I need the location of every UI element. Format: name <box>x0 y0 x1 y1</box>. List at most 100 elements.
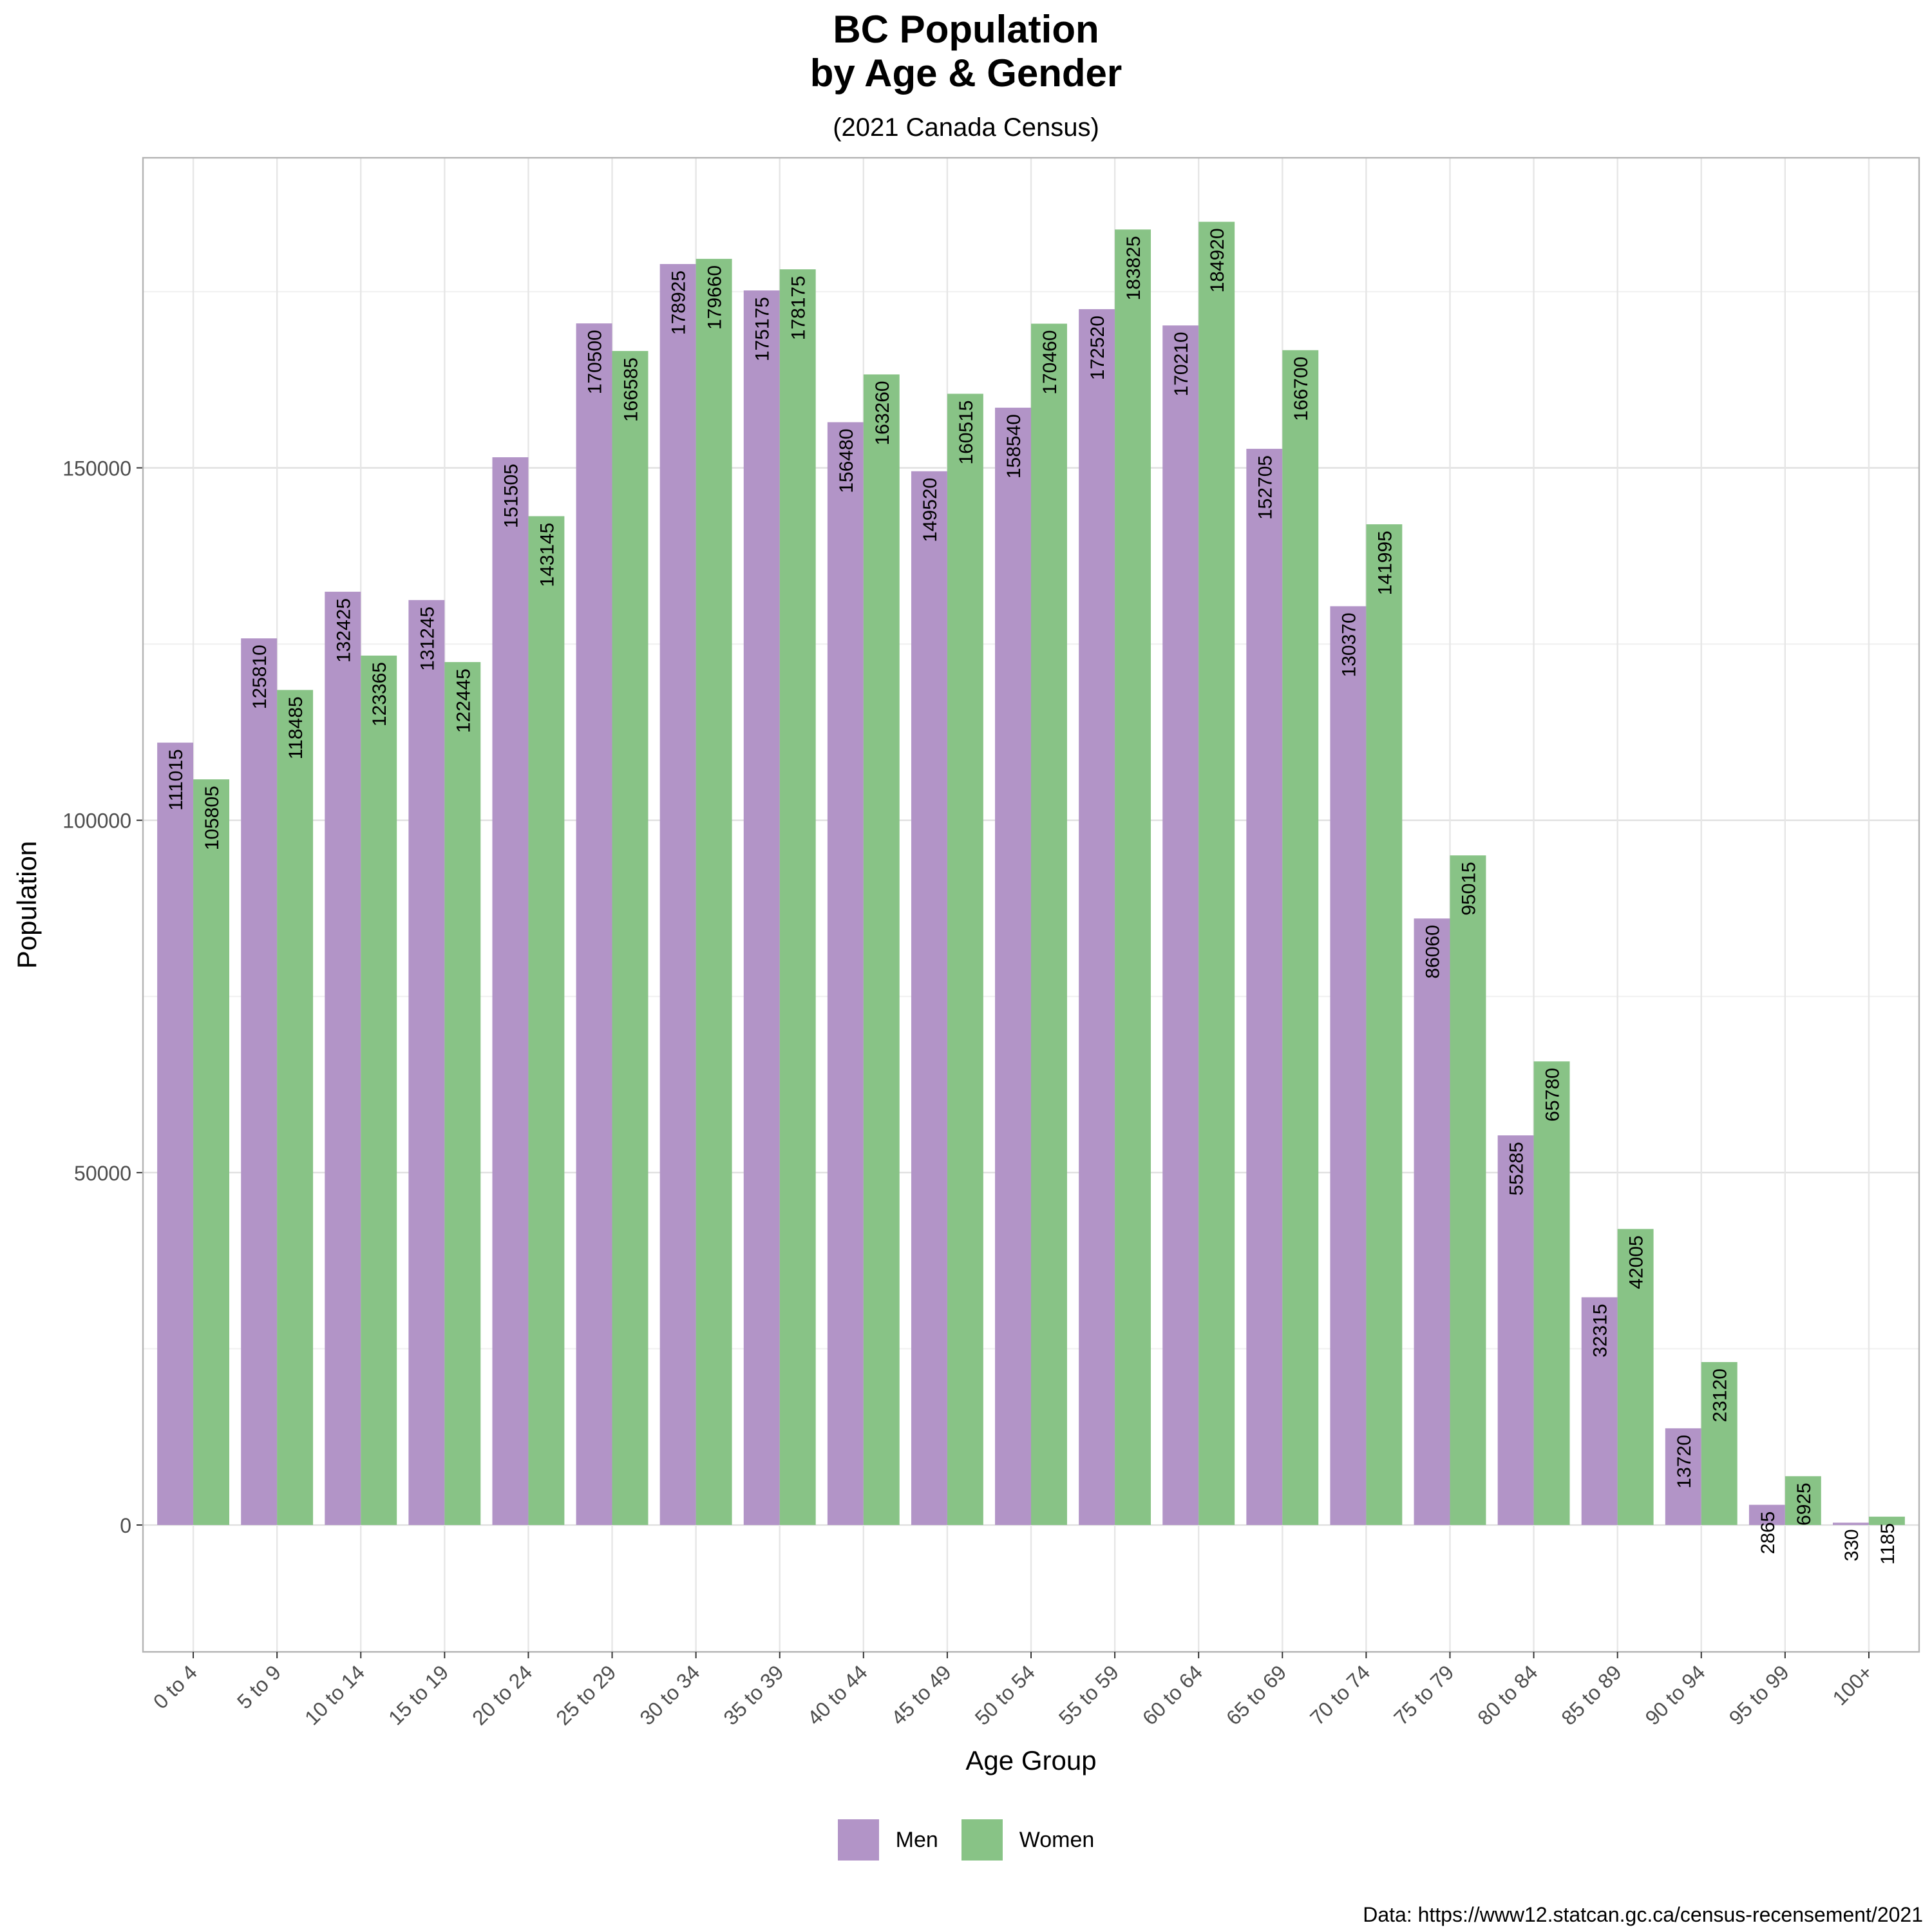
bar-women <box>1282 350 1319 1526</box>
y-tick-label: 150000 <box>62 457 131 480</box>
bar-men <box>1246 448 1283 1526</box>
x-tick-label: 75 to 79 <box>1389 1660 1458 1729</box>
bar-men <box>1665 1428 1701 1526</box>
y-tick-label: 0 <box>120 1514 131 1537</box>
bar-women <box>1868 1517 1905 1526</box>
data-label-women: 123365 <box>369 662 390 726</box>
data-label-men: 2865 <box>1757 1511 1779 1555</box>
data-label-women: 160515 <box>956 400 977 464</box>
bar-women <box>361 655 397 1526</box>
data-label-women: 1185 <box>1877 1523 1899 1565</box>
bar-chart: 0 50000 100000 150000 111015 125810 132425 1312… <box>12 156 1920 1776</box>
data-label-men: 170500 <box>585 330 606 394</box>
data-label-women: 122445 <box>453 668 474 733</box>
legend-key-women <box>961 1819 1003 1861</box>
x-tick-label: 55 to 59 <box>1054 1660 1123 1729</box>
bar-women <box>277 690 314 1526</box>
x-tick-label: 65 to 69 <box>1222 1660 1291 1729</box>
data-label-men: 111015 <box>166 749 187 811</box>
bar-men <box>325 591 361 1526</box>
bar-women <box>863 374 900 1526</box>
y-tick-label: 50000 <box>74 1162 131 1185</box>
data-label-women: 179660 <box>705 265 726 330</box>
data-source-note: Data: https://www12.statcan.gc.ca/census… <box>1363 1903 1923 1926</box>
data-label-men: 178925 <box>668 270 690 335</box>
data-label-women: 141995 <box>1374 531 1396 595</box>
bar-men <box>1079 309 1115 1526</box>
bar-women <box>1450 855 1486 1526</box>
bar-men <box>1581 1297 1618 1526</box>
bar-men <box>157 743 194 1526</box>
x-tick-label: 45 to 49 <box>887 1660 956 1729</box>
x-tick-label: 25 to 29 <box>551 1660 620 1729</box>
bar-women <box>779 269 816 1526</box>
bar-women <box>193 779 229 1526</box>
title-line-1: BC Population <box>833 8 1099 51</box>
bar-men <box>659 263 696 1526</box>
data-label-women: 143145 <box>536 523 558 587</box>
data-label-men: 125810 <box>249 645 270 709</box>
bar-women <box>1031 323 1067 1526</box>
data-label-women: 166700 <box>1291 357 1312 421</box>
data-label-women: 183825 <box>1123 236 1144 300</box>
legend: Men Women <box>0 1819 1932 1861</box>
data-label-men: 156480 <box>836 429 857 493</box>
bar-men <box>408 600 445 1526</box>
bar-men <box>995 408 1031 1526</box>
data-label-men: 151505 <box>500 464 522 528</box>
data-label-men: 86060 <box>1423 925 1444 978</box>
x-tick-label: 20 to 24 <box>468 1660 536 1729</box>
data-label-men: 55285 <box>1506 1142 1528 1195</box>
bar-women <box>1617 1229 1654 1526</box>
x-tick-label: 30 to 34 <box>635 1660 704 1729</box>
bar-women <box>1115 229 1151 1526</box>
data-label-women: 118485 <box>285 696 307 759</box>
x-tick-label: 70 to 74 <box>1305 1660 1374 1729</box>
data-label-women: 178175 <box>788 276 810 340</box>
data-label-men: 130370 <box>1338 612 1359 677</box>
bar-men <box>827 422 864 1526</box>
data-label-women: 95015 <box>1458 862 1479 915</box>
bar-women <box>696 258 732 1526</box>
legend-item-men: Men <box>837 1819 938 1861</box>
data-label-men: 13720 <box>1674 1435 1695 1488</box>
bar-men <box>1748 1504 1785 1526</box>
legend-label-men: Men <box>895 1827 938 1852</box>
legend-key-men <box>837 1819 879 1861</box>
data-label-men: 152705 <box>1255 455 1276 520</box>
x-tick-label: 50 to 54 <box>971 1660 1039 1729</box>
x-axis-title: Age Group <box>965 1745 1096 1776</box>
bar-women <box>444 662 481 1526</box>
x-tick-label: 60 to 64 <box>1138 1660 1207 1729</box>
x-tick-label: 5 to 9 <box>232 1660 285 1713</box>
chart-subtitle: (2021 Canada Census) <box>833 113 1099 142</box>
legend-label-women: Women <box>1019 1827 1095 1852</box>
bar-men <box>1497 1135 1534 1526</box>
data-label-men: 132425 <box>333 598 354 663</box>
data-label-women: 184920 <box>1207 228 1228 292</box>
title-line-2: by Age & Gender <box>810 52 1122 95</box>
bar-women <box>947 393 983 1526</box>
data-label-men: 170210 <box>1171 332 1192 396</box>
bar-women <box>612 351 649 1526</box>
x-tick-label: 15 to 19 <box>384 1660 453 1729</box>
data-label-women: 6925 <box>1794 1482 1815 1526</box>
data-label-women: 166585 <box>620 357 641 422</box>
bar-women <box>1533 1061 1570 1526</box>
data-label-women: 65780 <box>1542 1068 1564 1121</box>
bar-women <box>528 516 565 1526</box>
x-tick-label: 0 to 4 <box>149 1660 202 1713</box>
data-label-men: 158540 <box>1003 414 1025 478</box>
bar-men <box>1162 325 1199 1526</box>
data-label-women: 163260 <box>872 381 893 445</box>
bar-men <box>911 471 947 1526</box>
bar-men <box>1330 606 1367 1526</box>
bar-men <box>1833 1522 1869 1526</box>
chart-title: BC Population by Age & Gender <box>0 8 1932 95</box>
bar-men <box>492 457 529 1526</box>
x-tick-label: 100+ <box>1828 1660 1877 1709</box>
bar-women <box>1198 222 1235 1526</box>
x-tick-label: 90 to 94 <box>1640 1660 1709 1729</box>
x-tick-label: 80 to 84 <box>1473 1660 1542 1729</box>
data-label-men: 32315 <box>1590 1303 1611 1357</box>
